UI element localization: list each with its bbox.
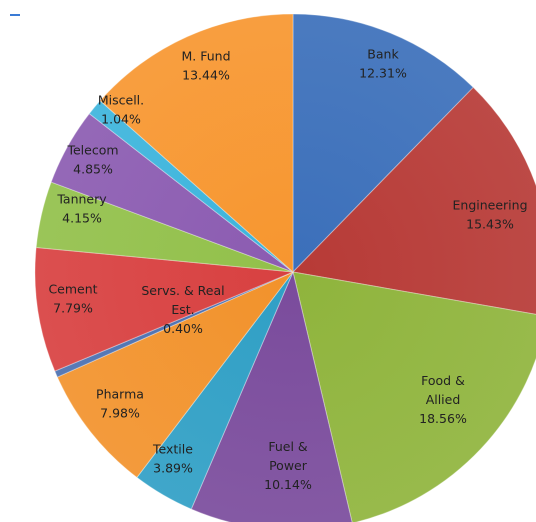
pie-slice-fuel-power	[190, 270, 353, 522]
pie-slice-m-fund	[99, 13, 294, 274]
slice-label-food-allied: Food & Allied 18.56%	[419, 373, 467, 426]
slice-name-telecom: Telecom	[66, 143, 118, 158]
slice-label-miscell: Miscell. 1.04%	[98, 93, 144, 127]
slice-label-pharma: Pharma 7.98%	[96, 387, 144, 421]
pie-slice-engineering	[291, 86, 536, 315]
slice-name-m-fund: M. Fund	[181, 49, 230, 64]
slice-value-bank: 12.31%	[359, 66, 407, 81]
slice-name-miscell: Miscell.	[98, 93, 144, 108]
slice-label-cement: Cement 7.79%	[48, 282, 97, 316]
slice-value-food-allied: 18.56%	[419, 411, 467, 426]
slice-name-engineering: Engineering	[453, 198, 528, 213]
slice-label-fuel-power: Fuel & Power 10.14%	[264, 439, 312, 492]
top-dash-mark	[10, 14, 20, 16]
slice-value-m-fund: 13.44%	[182, 68, 230, 83]
slice-name-food-allied: Food &	[421, 373, 465, 388]
pie-slice-food-allied	[292, 271, 536, 522]
slice-label-servs-real-est: Servs. & Real Est. 0.40%	[141, 283, 224, 336]
slice-value-miscell: 1.04%	[101, 112, 141, 127]
slice-name-cement: Cement	[48, 282, 97, 297]
slice-label-engineering: Engineering 15.43%	[453, 198, 528, 232]
pie-slice-servs-real-est	[54, 271, 294, 378]
pie-slice-miscell	[88, 99, 294, 273]
slice-value-cement: 7.79%	[53, 301, 93, 316]
slice-label-tannery: Tannery 4.15%	[56, 192, 107, 226]
slice-name-servs-real-est: Servs. & Real	[141, 283, 224, 298]
pie-slice-tannery	[35, 181, 294, 273]
slice-label-m-fund: M. Fund 13.44%	[181, 49, 230, 83]
slice-name-servs-real-est: Est.	[171, 302, 194, 317]
slice-value-engineering: 15.43%	[466, 217, 514, 232]
slice-value-tannery: 4.15%	[62, 211, 102, 226]
pie-slice-cement	[34, 246, 294, 372]
slice-label-textile: Textile 3.89%	[152, 442, 193, 476]
slice-value-textile: 3.89%	[153, 461, 193, 476]
slice-name-bank: Bank	[367, 47, 399, 62]
slice-name-tannery: Tannery	[56, 192, 107, 207]
slice-name-fuel-power: Fuel &	[268, 439, 308, 454]
pie-slice-telecom	[50, 112, 294, 273]
slice-name-textile: Textile	[152, 442, 193, 457]
slice-value-telecom: 4.85%	[73, 162, 113, 177]
slice-name-fuel-power: Power	[269, 458, 308, 473]
slice-value-pharma: 7.98%	[100, 406, 140, 421]
slice-value-servs-real-est: 0.40%	[163, 321, 203, 336]
slice-label-bank: Bank 12.31%	[359, 47, 407, 81]
slice-name-pharma: Pharma	[96, 387, 144, 402]
pie-slice-pharma	[56, 271, 294, 479]
pie-slice-textile	[136, 271, 294, 510]
slice-name-food-allied: Allied	[426, 392, 461, 407]
pie-slice-bank	[292, 13, 474, 274]
slice-label-telecom: Telecom 4.85%	[66, 143, 118, 177]
slice-value-fuel-power: 10.14%	[264, 477, 312, 492]
